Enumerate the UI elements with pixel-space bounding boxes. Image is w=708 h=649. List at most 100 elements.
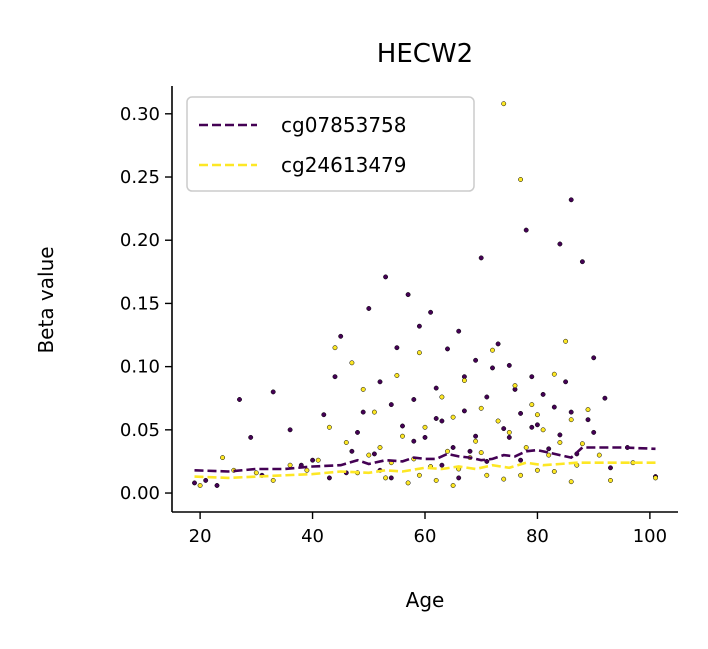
data-point — [484, 458, 490, 464]
data-point — [579, 441, 585, 447]
data-point — [585, 417, 591, 423]
data-point — [478, 405, 484, 411]
data-point — [529, 402, 535, 408]
y-axis-label: Beta value — [34, 246, 58, 353]
x-axis-label: Age — [406, 588, 445, 612]
data-point — [512, 383, 518, 389]
data-point — [400, 433, 405, 439]
data-point — [428, 309, 434, 315]
data-point — [557, 440, 563, 445]
data-point — [192, 480, 197, 486]
data-point — [366, 452, 372, 458]
data-point — [551, 404, 557, 410]
data-point — [422, 424, 428, 430]
data-point — [608, 477, 613, 483]
x-tick-label: 40 — [301, 526, 324, 547]
data-point — [473, 433, 479, 439]
data-point — [433, 477, 439, 483]
legend-label-2: cg24613479 — [281, 153, 407, 177]
data-point — [450, 483, 456, 488]
data-point — [467, 448, 473, 454]
data-point — [321, 412, 327, 418]
data-point — [501, 101, 507, 107]
data-point — [461, 408, 467, 414]
data-point — [456, 328, 462, 334]
y-tick-label: 0.25 — [120, 167, 160, 188]
y-tick-label: 0.00 — [120, 483, 160, 504]
plot-area — [192, 101, 658, 488]
data-point — [270, 389, 276, 395]
data-point — [371, 409, 377, 415]
data-point — [332, 374, 338, 380]
data-point — [326, 424, 332, 430]
data-point — [326, 475, 332, 481]
data-point — [568, 417, 574, 423]
trend-line-1 — [194, 446, 656, 473]
data-point — [439, 418, 445, 424]
data-point — [518, 177, 524, 182]
data-point — [568, 409, 574, 415]
data-point — [596, 452, 602, 458]
data-point — [546, 446, 552, 452]
data-point — [540, 427, 546, 433]
data-point — [360, 386, 366, 392]
data-point — [248, 434, 254, 440]
data-point — [540, 391, 546, 397]
data-point — [366, 306, 372, 311]
data-point — [388, 402, 394, 408]
axes: 20 40 60 80 100 0.00 0.05 0.10 0.15 0.20 0.25 0.30 — [120, 86, 678, 547]
legend-label-1: cg07853758 — [281, 113, 407, 137]
data-point — [383, 475, 389, 481]
data-point — [546, 452, 552, 458]
data-point — [484, 394, 490, 400]
data-point — [518, 472, 524, 478]
y-tick-label: 0.20 — [120, 230, 160, 251]
data-point — [377, 445, 383, 450]
data-point — [608, 465, 613, 471]
data-point — [338, 333, 344, 339]
data-point — [602, 395, 608, 401]
data-point — [349, 448, 355, 454]
data-point — [439, 462, 445, 468]
data-point — [506, 434, 512, 440]
data-point — [445, 346, 450, 352]
data-point — [518, 410, 524, 416]
data-point — [197, 483, 203, 488]
data-point — [416, 323, 422, 329]
trend-line-2 — [194, 461, 656, 480]
data-point — [332, 345, 338, 351]
data-point — [653, 475, 658, 481]
data-point — [422, 434, 428, 440]
data-point — [405, 292, 411, 298]
data-point — [456, 475, 462, 481]
data-point — [416, 350, 422, 356]
legend: cg07853758 cg24613479 — [186, 96, 475, 192]
data-point — [383, 274, 389, 280]
data-point — [506, 429, 512, 435]
data-point — [591, 429, 597, 435]
data-point — [220, 455, 226, 461]
data-point — [523, 445, 529, 450]
data-point — [495, 418, 501, 424]
data-point — [287, 462, 293, 468]
data-point — [315, 457, 321, 463]
data-point — [484, 472, 490, 478]
data-point — [501, 476, 507, 482]
data-point — [450, 414, 456, 420]
data-point — [360, 409, 366, 415]
data-point — [551, 469, 557, 474]
data-point — [534, 422, 540, 428]
y-tick-label: 0.05 — [120, 420, 160, 441]
data-point — [394, 373, 400, 378]
data-point — [400, 423, 405, 429]
data-point — [591, 355, 597, 361]
data-point — [551, 371, 557, 377]
data-point — [473, 438, 479, 444]
data-point — [388, 475, 394, 481]
y-tick-label: 0.30 — [120, 104, 160, 125]
data-point — [568, 479, 574, 485]
legend-box — [186, 96, 475, 192]
data-point — [534, 467, 540, 473]
data-point — [203, 477, 209, 483]
